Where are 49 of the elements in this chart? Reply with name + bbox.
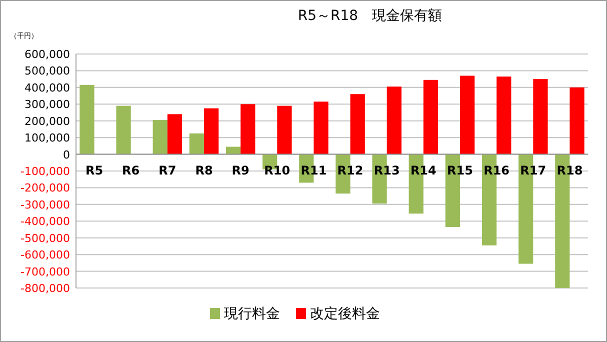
bar xyxy=(226,146,241,154)
bar xyxy=(533,79,548,154)
y-tick-label: 300,000 xyxy=(24,98,70,112)
bar xyxy=(116,106,131,154)
bar xyxy=(496,76,512,154)
x-tick-label: R10 xyxy=(264,163,290,178)
y-tick-label: 200,000 xyxy=(24,114,70,128)
bar xyxy=(350,94,365,154)
legend-label: 現行料金 xyxy=(224,306,280,322)
y-tick-label: 0 xyxy=(63,148,70,162)
x-tick-label: R6 xyxy=(122,163,140,178)
x-tick-label: R18 xyxy=(556,163,583,178)
y-tick-label: -800,000 xyxy=(20,282,70,295)
x-tick-label: R15 xyxy=(447,163,473,178)
y-tick-label: -100,000 xyxy=(20,165,70,178)
y-tick-label: -200,000 xyxy=(20,182,70,195)
bar xyxy=(570,87,584,154)
y-tick-label: 600,000 xyxy=(24,48,70,61)
legend-label: 改定後料金 xyxy=(310,306,380,322)
bar xyxy=(460,76,475,154)
y-tick-label: 500,000 xyxy=(24,64,70,78)
x-tick-label: R13 xyxy=(374,163,400,178)
x-tick-label: R9 xyxy=(232,163,250,178)
bar xyxy=(80,84,94,154)
y-tick-label: -700,000 xyxy=(20,265,70,278)
y-tick-label: -500,000 xyxy=(20,232,70,245)
bar xyxy=(423,80,438,154)
y-tick-label: -600,000 xyxy=(20,248,70,262)
bar xyxy=(386,86,402,154)
bar xyxy=(314,102,328,154)
x-tick-label: R12 xyxy=(337,163,364,178)
x-tick-label: R14 xyxy=(410,163,436,178)
x-tick-label: R17 xyxy=(520,163,546,178)
chart-title: R5～R18 現金保有額 xyxy=(298,8,442,24)
x-tick-label: R8 xyxy=(195,163,213,178)
bar xyxy=(167,114,182,154)
y-tick-label: -300,000 xyxy=(20,198,70,212)
bar xyxy=(277,106,292,154)
bar xyxy=(204,108,219,154)
y-tick-label: -400,000 xyxy=(20,215,70,228)
x-tick-label: R7 xyxy=(158,163,176,178)
bar xyxy=(189,133,204,154)
bar xyxy=(152,120,168,154)
x-tick-label: R5 xyxy=(85,163,104,178)
y-tick-label: 100,000 xyxy=(24,132,70,145)
y-tick-label: 400,000 xyxy=(24,81,70,94)
x-tick-label: R16 xyxy=(484,163,510,178)
x-tick-label: R11 xyxy=(300,163,327,178)
bar xyxy=(240,104,256,154)
